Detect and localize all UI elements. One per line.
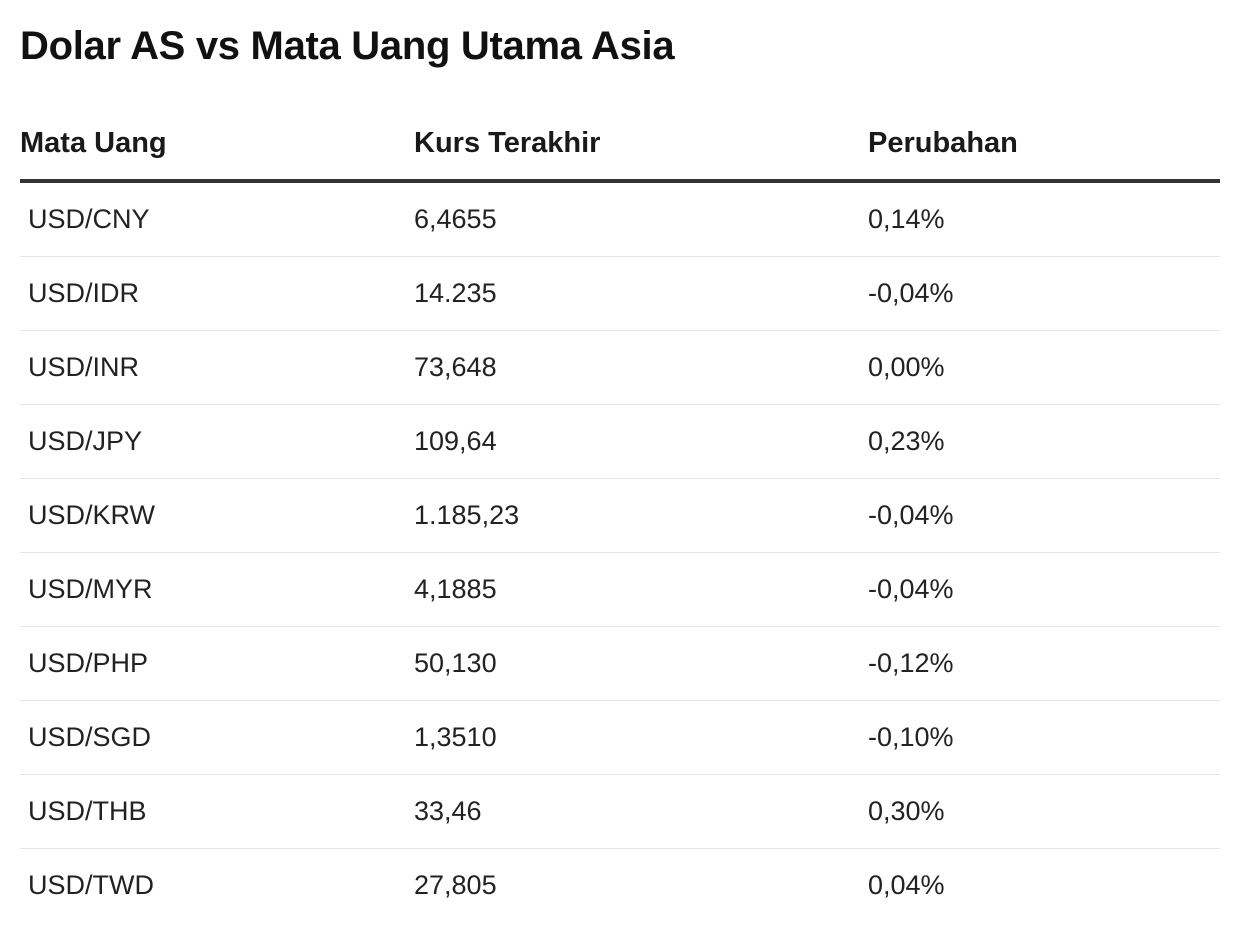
currency-pair-cell: USD/THB: [20, 774, 414, 849]
exchange-rate-table: Mata Uang Kurs Terakhir Perubahan USD/CN…: [20, 108, 1220, 922]
change-cell: 0,14%: [868, 181, 1220, 257]
currency-pair-cell: USD/MYR: [20, 552, 414, 627]
change-cell: -0,12%: [868, 626, 1220, 701]
rate-cell: 50,130: [414, 626, 868, 701]
change-cell: 0,04%: [868, 870, 945, 900]
rate-cell: 1,3510: [414, 700, 868, 775]
table-row: USD/THB 33,46 0,30%: [20, 774, 1220, 849]
table-row: USD/MYR 4,1885 -0,04%: [20, 552, 1220, 627]
table-row: USD/SGD 1,3510 -0,10%: [20, 700, 1220, 775]
table-row: USD/TWD 27,805 0,04%: [20, 849, 1220, 923]
table-row: USD/IDR 14.235 -0,04%: [20, 256, 1220, 331]
table-row: USD/CNY 6,4655 0,14%: [20, 181, 1220, 257]
rate-cell: 14.235: [414, 256, 868, 331]
table-row: USD/KRW 1.185,23 -0,04%: [20, 478, 1220, 553]
change-cell: 0,30%: [868, 774, 1220, 849]
rate-cell: 4,1885: [414, 552, 868, 627]
rate-cell: 109,64: [414, 404, 868, 479]
rate-cell: 1.185,23: [414, 478, 868, 553]
rate-cell: 6,4655: [414, 181, 868, 257]
change-cell: -0,10%: [868, 700, 1220, 775]
rate-cell: 73,648: [414, 330, 868, 405]
currency-pair-cell: USD/INR: [20, 330, 414, 405]
table-body: USD/CNY 6,4655 0,14% USD/IDR 14.235 -0,0…: [20, 181, 1220, 922]
change-cell: -0,04%: [868, 552, 1220, 627]
table-row: USD/INR 73,648 0,00%: [20, 330, 1220, 405]
change-cell: -0,04%: [868, 478, 1220, 553]
rate-cell: 27,805: [414, 870, 497, 900]
column-header-currency: Mata Uang: [20, 108, 414, 183]
table-row: USD/PHP 50,130 -0,12%: [20, 626, 1220, 701]
chart-title: Dolar AS vs Mata Uang Utama Asia: [20, 24, 675, 68]
rate-cell: 33,46: [414, 774, 868, 849]
column-header-change: Perubahan: [868, 108, 1220, 183]
column-header-latest-rate: Kurs Terakhir: [414, 108, 868, 183]
currency-pair-cell: USD/CNY: [20, 181, 414, 257]
currency-pair-cell: USD/IDR: [20, 256, 414, 331]
table-header-row: Mata Uang Kurs Terakhir Perubahan: [20, 108, 1220, 183]
currency-pair-cell: USD/KRW: [20, 478, 414, 553]
currency-pair-cell: USD/PHP: [20, 626, 414, 701]
table-row: USD/JPY 109,64 0,23%: [20, 404, 1220, 479]
currency-pair-cell: USD/SGD: [20, 700, 414, 775]
change-cell: 0,00%: [868, 330, 1220, 405]
change-cell: -0,04%: [868, 256, 1220, 331]
currency-pair-cell: USD/TWD: [28, 870, 154, 900]
change-cell: 0,23%: [868, 404, 1220, 479]
currency-pair-cell: USD/JPY: [20, 404, 414, 479]
